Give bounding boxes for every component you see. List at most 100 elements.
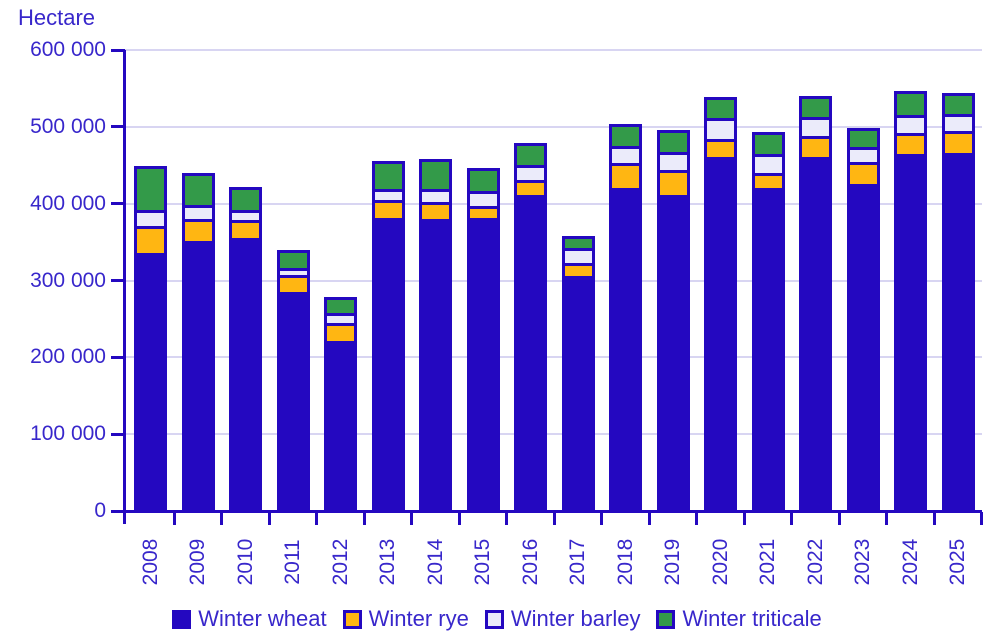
y-axis-tick-label: 500 000 — [30, 114, 106, 138]
y-axis-tick — [111, 125, 125, 129]
bar-segment-2015-winter-triticale — [470, 171, 497, 194]
x-axis-tick — [790, 512, 794, 525]
x-axis-tick — [647, 512, 651, 525]
bar-segment-2011-winter-rye — [280, 278, 307, 295]
gridline-400000 — [125, 202, 982, 205]
x-axis-tick — [362, 512, 366, 525]
bar-segment-2016-winter-rye — [517, 183, 544, 198]
bar-segment-2020-winter-barley — [707, 121, 734, 142]
bar-2017 — [562, 236, 595, 511]
bar-segment-2020-winter-triticale — [707, 100, 734, 121]
bar-segment-2012-winter-barley — [327, 316, 354, 326]
bar-segment-2025-winter-rye — [945, 134, 972, 156]
bar-segment-2012-winter-rye — [327, 326, 354, 344]
bar-segment-2021-winter-rye — [755, 176, 782, 191]
y-axis-line — [123, 50, 126, 524]
x-axis-label-2021: 2021 — [756, 538, 779, 586]
bar-segment-2016-winter-triticale — [517, 146, 544, 168]
x-axis-tick — [267, 512, 271, 525]
x-axis-label-2010: 2010 — [233, 538, 257, 586]
bar-2015 — [467, 168, 500, 511]
x-axis-tick — [932, 512, 936, 525]
bar-segment-2019-winter-rye — [660, 173, 687, 198]
legend-swatch-winter-rye — [342, 609, 362, 629]
bar-2018 — [609, 124, 642, 511]
y-axis-tick-label: 0 — [94, 499, 106, 522]
bar-2022 — [799, 96, 832, 511]
x-axis-tick — [742, 512, 746, 525]
legend-item-winter-barley: Winter barley — [484, 606, 640, 632]
bar-segment-2017-winter-barley — [565, 251, 592, 266]
y-axis-tick — [111, 202, 125, 206]
x-axis-label-2019: 2019 — [661, 538, 684, 586]
y-axis-tick-label: 100 000 — [30, 422, 106, 446]
bar-segment-2014-winter-triticale — [422, 162, 449, 192]
bar-segment-2022-winter-barley — [802, 120, 829, 139]
legend-swatch-winter-barley — [484, 609, 504, 629]
bar-segment-2023-winter-rye — [850, 165, 877, 187]
x-axis-tick — [172, 512, 176, 525]
y-axis-tick — [111, 279, 125, 282]
bar-segment-2017-winter-triticale — [565, 239, 592, 251]
x-axis-label-2008: 2008 — [138, 538, 162, 586]
bar-segment-2008-winter-rye — [137, 229, 164, 256]
x-axis-tick — [885, 512, 889, 525]
gridline-200000 — [125, 356, 982, 359]
y-axis-tick-label: 600 000 — [30, 38, 106, 61]
bar-segment-2012-winter-triticale — [327, 300, 354, 316]
x-axis-label-2020: 2020 — [708, 538, 732, 586]
gridline-600000 — [125, 49, 982, 51]
bar-segment-2013-winter-triticale — [375, 164, 402, 192]
x-axis-label-2012: 2012 — [328, 538, 352, 586]
y-axis-tick-label: 400 000 — [30, 191, 106, 215]
chart-legend: Winter wheat Winter rye Winter barley Wi… — [0, 606, 994, 632]
x-axis-tick — [600, 512, 604, 525]
y-axis-tick — [111, 432, 125, 436]
x-axis-tick — [410, 512, 414, 525]
x-axis-label-2011: 2011 — [281, 539, 304, 585]
y-axis-tick — [111, 355, 125, 359]
bar-segment-2022-winter-rye — [802, 139, 829, 160]
bar-2013 — [372, 161, 405, 511]
legend-swatch-winter-triticale — [656, 609, 676, 629]
gridline-100000 — [125, 433, 982, 436]
bar-segment-2024-winter-barley — [897, 118, 924, 136]
y-axis-tick — [111, 509, 125, 513]
x-axis-label-2025: 2025 — [946, 538, 969, 586]
gridline-300000 — [125, 279, 982, 282]
bar-segment-2018-winter-triticale — [612, 127, 639, 149]
x-axis-tick — [695, 512, 699, 525]
x-axis-tick — [505, 512, 509, 525]
x-axis-label-2015: 2015 — [471, 538, 494, 586]
bar-2023 — [847, 128, 880, 511]
bar-segment-2008-winter-barley — [137, 213, 164, 229]
bar-segment-2020-winter-rye — [707, 142, 734, 160]
x-axis-label-2023: 2023 — [851, 538, 874, 586]
x-axis-label-2024: 2024 — [898, 538, 922, 586]
bar-segment-2024-winter-rye — [897, 136, 924, 157]
bar-segment-2011-winter-triticale — [280, 253, 307, 271]
bar-segment-2024-winter-triticale — [897, 94, 924, 118]
x-axis-label-2013: 2013 — [376, 538, 399, 586]
x-axis-label-2016: 2016 — [518, 538, 542, 586]
bar-2019 — [657, 130, 690, 511]
legend-item-winter-wheat: Winter wheat — [172, 606, 327, 632]
bar-2014 — [419, 159, 452, 511]
bar-segment-2021-winter-triticale — [755, 135, 782, 157]
bar-segment-2009-winter-rye — [185, 222, 212, 244]
legend-item-winter-rye: Winter rye — [342, 606, 469, 632]
bar-segment-2015-winter-barley — [470, 194, 497, 209]
bar-segment-2019-winter-barley — [660, 155, 687, 173]
x-axis-label-2018: 2018 — [613, 538, 637, 586]
bar-segment-2011-winter-barley — [280, 271, 307, 278]
x-axis-tick — [980, 512, 984, 525]
bar-segment-2013-winter-barley — [375, 192, 402, 203]
bar-segment-2023-winter-barley — [850, 150, 877, 165]
bar-segment-2019-winter-triticale — [660, 133, 687, 155]
y-axis-unit-label: Hectare — [18, 5, 96, 30]
bar-segment-2010-winter-rye — [232, 223, 259, 241]
x-axis-tick — [837, 512, 841, 525]
bar-segment-2018-winter-barley — [612, 149, 639, 166]
bar-segment-2015-winter-rye — [470, 209, 497, 221]
